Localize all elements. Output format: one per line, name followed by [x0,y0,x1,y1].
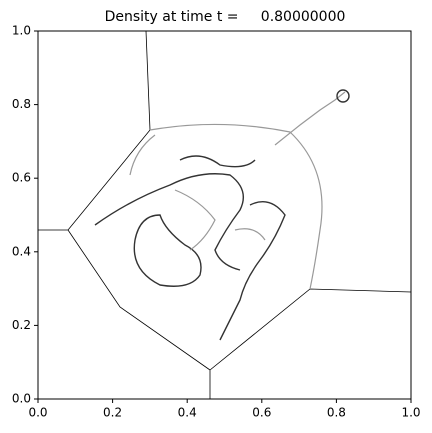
swirl [179,155,286,341]
y-tick-label: 0.6 [12,171,31,185]
swirl [133,214,202,287]
front-arc [149,123,323,290]
x-tick-label: 1.0 [401,406,420,420]
x-tick-label: 0.8 [327,406,346,420]
shock-lines [38,30,412,399]
chart-title: Density at time t = 0.80000000 [105,9,346,25]
density-image [38,30,412,399]
plot-frame [37,30,412,400]
swirl [94,173,244,271]
x-tick-label: 0.6 [252,406,271,420]
x-tick-label: 0.4 [178,406,197,420]
y-tick-label: 0.8 [12,97,31,111]
front-arc [129,134,156,176]
swirl [174,189,266,251]
y-tick-label: 0.2 [12,318,31,332]
jet [274,91,346,146]
x-tick-label: 0.2 [103,406,122,420]
y-tick-label: 0.0 [12,392,31,406]
x-tick-label: 0.0 [28,406,47,420]
y-tick-label: 0.4 [12,244,31,258]
y-tick-label: 1.0 [12,24,31,38]
jet-head [336,89,350,103]
